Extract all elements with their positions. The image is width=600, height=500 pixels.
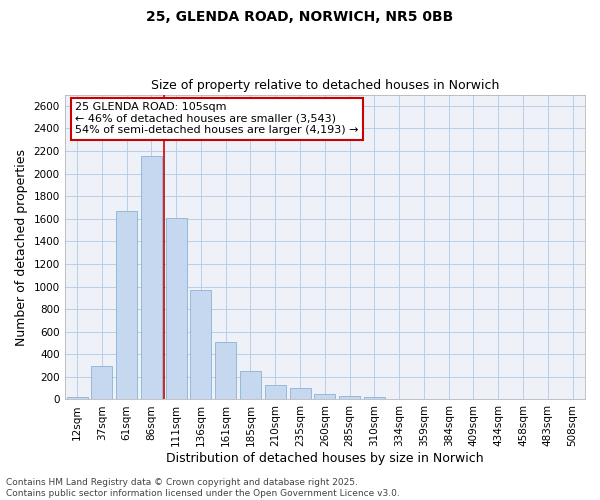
Text: 25, GLENDA ROAD, NORWICH, NR5 0BB: 25, GLENDA ROAD, NORWICH, NR5 0BB — [146, 10, 454, 24]
Title: Size of property relative to detached houses in Norwich: Size of property relative to detached ho… — [151, 79, 499, 92]
X-axis label: Distribution of detached houses by size in Norwich: Distribution of detached houses by size … — [166, 452, 484, 465]
Bar — [91, 366, 112, 400]
Text: Contains HM Land Registry data © Crown copyright and database right 2025.
Contai: Contains HM Land Registry data © Crown c… — [6, 478, 400, 498]
Bar — [364, 396, 385, 400]
Bar — [116, 211, 137, 400]
Bar — [265, 386, 286, 400]
Bar — [314, 394, 335, 400]
Bar — [166, 218, 187, 400]
Bar — [190, 290, 211, 400]
Bar — [240, 371, 261, 400]
Bar — [339, 396, 360, 400]
Bar — [141, 156, 162, 400]
Text: 25 GLENDA ROAD: 105sqm
← 46% of detached houses are smaller (3,543)
54% of semi-: 25 GLENDA ROAD: 105sqm ← 46% of detached… — [75, 102, 359, 136]
Bar — [67, 397, 88, 400]
Bar — [215, 342, 236, 400]
Bar — [290, 388, 311, 400]
Y-axis label: Number of detached properties: Number of detached properties — [15, 148, 28, 346]
